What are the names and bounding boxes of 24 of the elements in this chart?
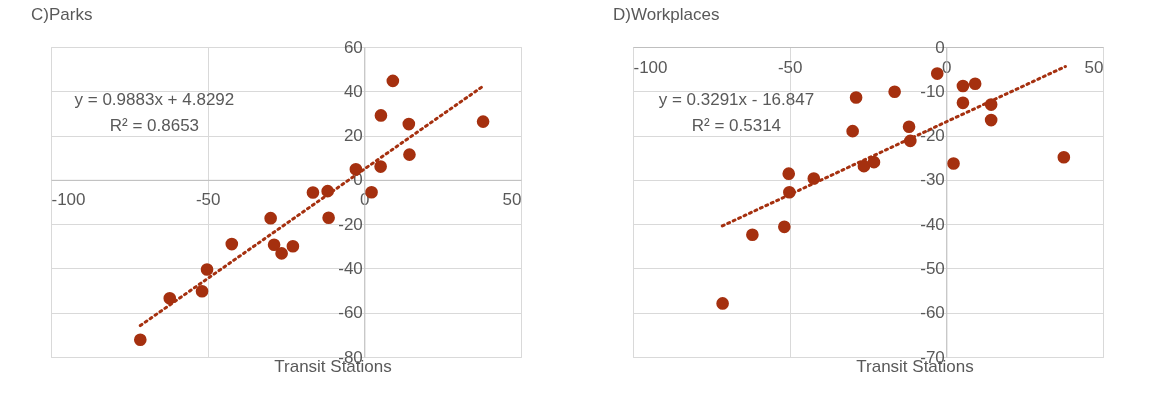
- y-tick-label: 60: [343, 37, 363, 57]
- y-tick-label: 20: [343, 126, 363, 146]
- x-tick-label: 50: [1084, 57, 1104, 77]
- chart-title: D)Workplaces: [613, 5, 720, 24]
- x-tick-label: -100: [51, 190, 86, 210]
- chart-title: C)Parks: [31, 5, 93, 24]
- x-tick-label: -50: [195, 190, 221, 210]
- y-tick-label: -40: [920, 214, 945, 234]
- x-tick-label: -100: [633, 57, 668, 77]
- y-tick-label: -60: [338, 303, 363, 323]
- y-tick-label: 40: [343, 81, 363, 101]
- x-tick-label: 50: [502, 190, 522, 210]
- y-tick-label: 0: [935, 37, 945, 57]
- y-tick-label: -60: [920, 303, 945, 323]
- y-tick-label: -40: [338, 258, 363, 278]
- annotation: R² = 0.8653: [109, 115, 200, 135]
- y-tick-label: -50: [920, 258, 945, 278]
- y-tick-label: -10: [920, 81, 945, 101]
- annotation: y = 0.9883x + 4.8292: [74, 89, 235, 109]
- y-tick-label: -30: [920, 170, 945, 190]
- y-tick-label: -20: [338, 214, 363, 234]
- x-tick-label: -50: [777, 57, 803, 77]
- annotation: y = 0.3291x - 16.847: [658, 89, 815, 109]
- annotation: R² = 0.5314: [691, 115, 782, 135]
